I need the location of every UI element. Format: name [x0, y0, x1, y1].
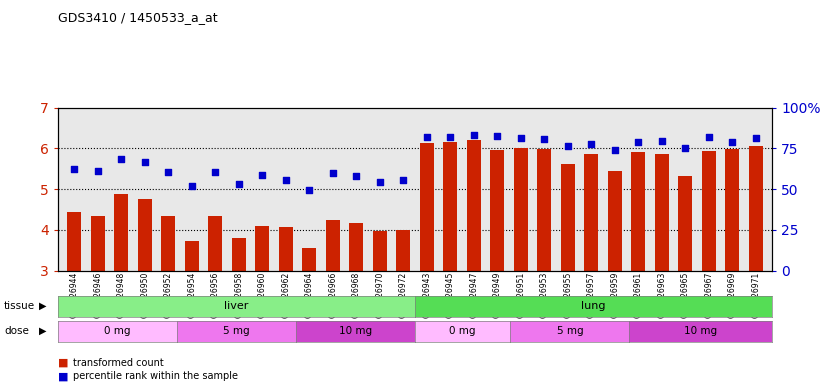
Text: transformed count: transformed count — [73, 358, 164, 368]
Point — [279, 177, 292, 183]
Point — [679, 144, 692, 151]
Point — [302, 187, 316, 193]
Bar — [467, 140, 481, 271]
Point — [185, 183, 198, 189]
Bar — [537, 149, 552, 271]
Bar — [302, 248, 316, 271]
Bar — [396, 230, 411, 271]
Point — [468, 132, 481, 138]
Bar — [208, 217, 222, 271]
Bar — [584, 154, 598, 271]
Bar — [325, 220, 339, 271]
Bar — [702, 151, 716, 271]
Bar — [444, 142, 458, 271]
Point — [115, 156, 128, 162]
Text: dose: dose — [4, 326, 29, 336]
Bar — [514, 147, 528, 271]
Point — [68, 166, 81, 172]
Bar — [561, 164, 575, 271]
Bar — [185, 241, 199, 271]
Point — [585, 141, 598, 147]
Text: GDS3410 / 1450533_a_at: GDS3410 / 1450533_a_at — [58, 12, 217, 25]
Text: 0 mg: 0 mg — [104, 326, 131, 336]
Bar — [232, 238, 246, 271]
Text: ■: ■ — [58, 371, 69, 381]
Point — [515, 135, 528, 141]
Text: tissue: tissue — [4, 301, 36, 311]
Bar — [678, 176, 692, 271]
Point — [326, 170, 339, 176]
Text: lung: lung — [582, 301, 606, 311]
Point — [655, 138, 668, 144]
Bar — [114, 194, 128, 271]
Bar — [138, 199, 152, 271]
Point — [608, 146, 621, 152]
Text: liver: liver — [224, 301, 249, 311]
Bar — [255, 226, 269, 271]
Bar — [349, 223, 363, 271]
Point — [373, 179, 387, 185]
Point — [162, 169, 175, 175]
Point — [138, 159, 151, 165]
Point — [256, 172, 269, 178]
Bar — [161, 217, 175, 271]
Bar — [67, 212, 81, 271]
Bar — [91, 216, 105, 271]
Bar — [608, 171, 622, 271]
Point — [632, 139, 645, 145]
Point — [91, 168, 104, 174]
Text: 0 mg: 0 mg — [449, 326, 476, 336]
Bar — [749, 146, 763, 271]
Bar — [420, 143, 434, 271]
Point — [491, 133, 504, 139]
Bar — [373, 231, 387, 271]
Text: 5 mg: 5 mg — [223, 326, 249, 336]
Point — [726, 139, 739, 145]
Point — [538, 136, 551, 142]
Text: ▶: ▶ — [39, 326, 47, 336]
Point — [444, 134, 457, 140]
Point — [349, 173, 363, 179]
Point — [749, 135, 762, 141]
Bar — [278, 227, 293, 271]
Bar — [491, 149, 505, 271]
Bar — [725, 149, 739, 271]
Point — [209, 169, 222, 175]
Point — [396, 177, 410, 183]
Point — [561, 143, 574, 149]
Text: 10 mg: 10 mg — [339, 326, 372, 336]
Text: 10 mg: 10 mg — [684, 326, 718, 336]
Bar — [631, 152, 645, 271]
Bar — [655, 154, 669, 271]
Point — [232, 181, 245, 187]
Text: ▶: ▶ — [39, 301, 47, 311]
Text: ■: ■ — [58, 358, 69, 368]
Point — [420, 134, 434, 140]
Text: percentile rank within the sample: percentile rank within the sample — [73, 371, 238, 381]
Point — [702, 134, 715, 140]
Text: 5 mg: 5 mg — [557, 326, 583, 336]
